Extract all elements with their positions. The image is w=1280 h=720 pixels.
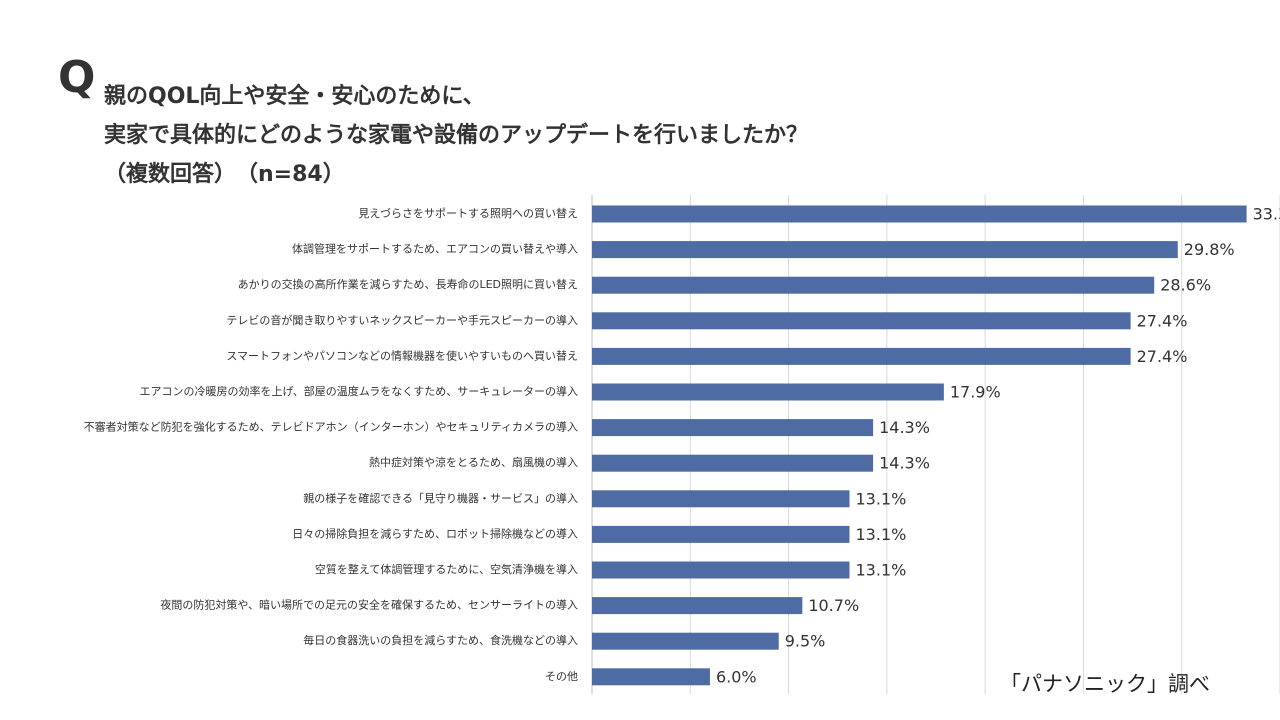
- category-label: 不審者対策など防犯を強化するため、テレビドアホン（インターホン）やセキュリティカ…: [84, 420, 578, 434]
- bar: [592, 419, 874, 437]
- bar: [592, 241, 1178, 259]
- bar: [592, 525, 850, 543]
- question-mark-label: Q: [58, 52, 96, 103]
- question-title-line-3: （複数回答） （n=84）: [104, 162, 345, 187]
- value-label: 13.1%: [856, 561, 907, 580]
- bar: [592, 490, 850, 508]
- category-label: 日々の掃除負担を減らすため、ロボット掃除機などの導入: [292, 526, 578, 540]
- value-label: 17.9%: [950, 383, 1001, 402]
- bar: [592, 383, 944, 401]
- category-label: 見えづらさをサポートする照明への買い替え: [358, 206, 578, 220]
- category-label: 毎日の食器洗いの負担を減らすため、食洗機などの導入: [303, 633, 578, 647]
- value-label: 14.3%: [879, 418, 930, 437]
- category-label: その他: [545, 670, 578, 683]
- source-note: 「パナソニック」調べ: [1000, 672, 1210, 696]
- question-title-line-1: 親のQOL向上や安全・安心のために、: [104, 84, 485, 109]
- value-label: 6.0%: [716, 667, 757, 686]
- bar: [592, 276, 1155, 294]
- value-label: 27.4%: [1137, 347, 1188, 366]
- value-label: 33.3%: [1253, 205, 1280, 224]
- bar: [592, 454, 874, 472]
- value-label: 28.6%: [1160, 276, 1211, 295]
- bar: [592, 668, 710, 686]
- value-label: 27.4%: [1137, 311, 1188, 330]
- category-label: 空質を整えて体調管理するために、空気清浄機を導入: [315, 562, 578, 576]
- labels: 見えづらさをサポートする照明への買い替え 33.3% 体調管理をサポートするため、エ…: [84, 205, 1280, 687]
- value-label: 29.8%: [1184, 240, 1235, 259]
- value-label: 13.1%: [856, 525, 907, 544]
- category-label: 体調管理をサポートするため、エアコンの買い替えや導入: [292, 242, 578, 256]
- bar: [592, 347, 1131, 365]
- value-label: 14.3%: [879, 454, 930, 473]
- bar: [592, 205, 1247, 223]
- bar: [592, 597, 803, 615]
- category-label: あかりの交換の高所作業を減らすため、長寿命のLED照明に買い替え: [238, 277, 578, 291]
- category-label: スマートフォンやパソコンなどの情報機器を使いやすいものへ買い替え: [226, 348, 578, 362]
- bar: [592, 632, 779, 650]
- category-label: テレビの音が聞き取りやすいネックスピーカーや手元スピーカーの導入: [226, 313, 578, 327]
- value-label: 10.7%: [808, 596, 859, 615]
- category-label: 親の様子を確認できる「見守り機器・サービス」の導入: [303, 491, 578, 505]
- value-label: 13.1%: [856, 489, 907, 508]
- question-title-line-2: 実家で具体的にどのような家電や設備のアップデートを行いましたか？: [104, 123, 809, 148]
- bars: [592, 205, 1247, 686]
- bar: [592, 561, 850, 579]
- gridlines: [591, 195, 1280, 694]
- value-label: 9.5%: [785, 632, 826, 651]
- bar: [592, 312, 1131, 330]
- category-label: エアコンの冷暖房の効率を上げ、部屋の温度ムラをなくすため、サーキュレーターの導入: [140, 384, 578, 398]
- category-label: 熱中症対策や涼をとるため、扇風機の導入: [369, 455, 578, 469]
- category-label: 夜間の防犯対策や、暗い場所での足元の安全を確保するため、センサーライトの導入: [160, 598, 578, 612]
